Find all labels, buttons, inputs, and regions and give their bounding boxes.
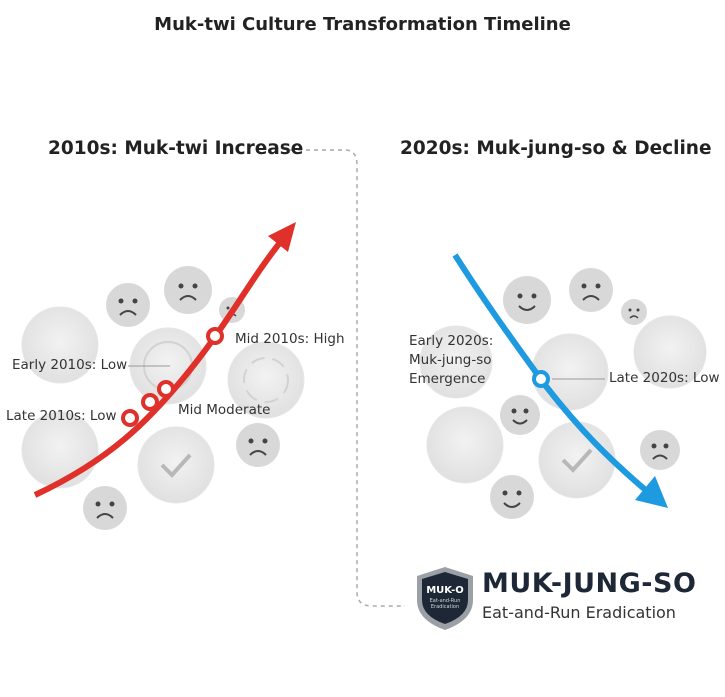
timeline-point	[121, 409, 139, 427]
decline-arrow	[452, 253, 668, 508]
sad-face-icon	[569, 268, 613, 312]
plate-icon	[227, 341, 305, 419]
label-mid-moderate: Mid Moderate	[178, 402, 271, 418]
label-early-2010s: Early 2010s: Low	[12, 357, 128, 373]
label-mid-2010s: Mid 2010s: High	[235, 331, 345, 347]
timeline-point	[206, 327, 224, 345]
plate-icon	[426, 406, 504, 484]
increase-arrow	[33, 222, 296, 498]
logo-badge-text: MUK-O	[426, 585, 464, 596]
dashed-connector	[290, 149, 405, 607]
label-late-2010s: Late 2010s: Low	[6, 408, 117, 424]
smile-face-icon	[503, 276, 551, 324]
logo-shield-icon	[417, 567, 473, 630]
label-early-2020s: Early 2020s: Muk-jung-so Emergence	[409, 332, 493, 389]
logo-badge-subtext: Eat-and-Run Eradication	[429, 598, 461, 610]
sad-face-icon	[106, 283, 150, 327]
logo-subtitle: Eat-and-Run Eradication	[482, 603, 676, 622]
label-line: Early 2020s:	[409, 333, 494, 349]
right-panel-heading: 2020s: Muk-jung-so & Decline	[400, 138, 712, 159]
timeline-point	[157, 380, 175, 398]
left-faces	[83, 266, 280, 530]
label-line: Emergence	[409, 371, 486, 387]
plate-icon	[633, 315, 707, 389]
label-late-2020s: Late 2020s: Low	[609, 370, 720, 386]
logo-title: MUK-JUNG-SO	[482, 568, 697, 599]
sad-face-icon	[621, 299, 647, 325]
timeline-point	[141, 393, 159, 411]
plate-icon	[419, 325, 493, 399]
plate-icon	[21, 306, 99, 384]
left-panel-heading: 2010s: Muk-twi Increase	[48, 138, 304, 159]
sad-face-icon	[640, 430, 680, 470]
sad-face-icon	[83, 486, 127, 530]
plate-check-icon	[137, 426, 215, 504]
smile-face-icon	[490, 475, 534, 519]
sad-face-icon	[236, 423, 280, 467]
right-faces	[490, 268, 680, 519]
page-title: Muk-twi Culture Transformation Timeline	[154, 14, 571, 35]
plate-check-icon	[538, 421, 616, 499]
smile-face-icon	[500, 395, 540, 435]
timeline-point	[532, 370, 550, 388]
label-line: Muk-jung-so	[409, 352, 492, 368]
sad-face-icon	[164, 266, 212, 314]
